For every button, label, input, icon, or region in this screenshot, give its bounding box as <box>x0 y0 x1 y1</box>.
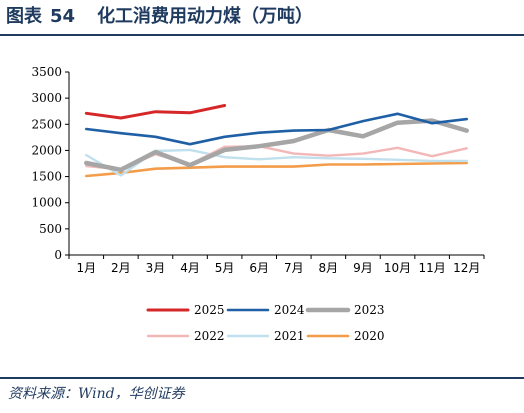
legend-label-2025: 2025 <box>194 303 225 317</box>
legend-label-2022: 2022 <box>194 329 225 343</box>
chart-legend: 2025 2024 2023 2022 2021 2020 <box>146 303 385 343</box>
x-tick-label: 5月 <box>215 261 235 275</box>
y-tick-label: 500 <box>39 222 62 236</box>
x-tick-label: 4月 <box>180 261 200 275</box>
figure-label: 图表 <box>6 6 42 27</box>
series-line-2025 <box>84 104 227 120</box>
x-tick-label: 6月 <box>249 261 269 275</box>
y-tick-label: 2500 <box>31 117 62 131</box>
x-tick-label: 8月 <box>319 261 339 275</box>
x-tick-label: 1月 <box>76 261 96 275</box>
x-tick-label: 11月 <box>418 261 445 275</box>
legend-label-2023: 2023 <box>354 303 385 317</box>
y-tick-label: 0 <box>54 248 62 262</box>
y-tick-label: 1500 <box>31 170 62 184</box>
chart-axes: 0 500 1000 1500 2000 2500 3000 3500 1月 2月 3月 4月 5月 6月… <box>31 65 485 275</box>
y-tick-label: 2000 <box>31 143 62 157</box>
legend-label-2024: 2024 <box>274 303 305 317</box>
source-note: 资料来源：Wind，华创证券 <box>8 386 185 402</box>
figure-number: 54 <box>50 6 76 27</box>
header-rule <box>0 34 524 36</box>
series-line-2020 <box>85 161 469 178</box>
chart-header: 图表 54 化工消费用动力煤（万吨） <box>6 4 518 32</box>
y-tick-label: 1000 <box>31 196 62 210</box>
x-tick-label: 9月 <box>353 261 373 275</box>
x-tick-label: 3月 <box>146 261 166 275</box>
series-line-2024 <box>85 112 469 146</box>
footer-rule <box>0 377 524 379</box>
figure-title: 化工消费用动力煤（万吨） <box>97 6 314 27</box>
series-line-2023 <box>84 118 469 173</box>
chart-lines <box>84 104 469 178</box>
legend-label-2021: 2021 <box>274 329 305 343</box>
x-tick-label: 12月 <box>453 261 480 275</box>
y-tick-label: 3500 <box>31 65 62 79</box>
x-tick-label: 10月 <box>384 261 411 275</box>
y-tick-label: 3000 <box>31 91 62 105</box>
legend-label-2020: 2020 <box>354 329 385 343</box>
x-tick-label: 7月 <box>284 261 304 275</box>
line-chart: 0 500 1000 1500 2000 2500 3000 3500 1月 2月 3月 4月 5月 6月… <box>31 65 485 343</box>
x-tick-label: 2月 <box>111 261 131 275</box>
